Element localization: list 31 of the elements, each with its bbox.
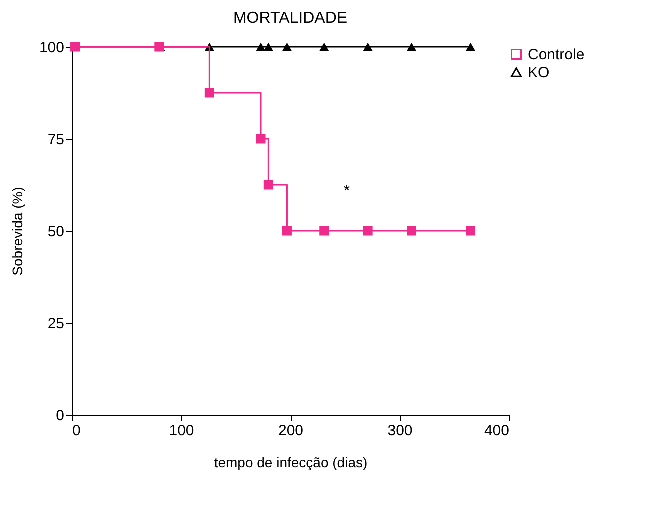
y-tick-label: 25: [48, 316, 64, 332]
x-tick-label: 300: [388, 422, 413, 440]
point: [466, 42, 476, 52]
x-tick-label: 0: [72, 422, 81, 440]
x-tick-label: 200: [278, 422, 304, 440]
chart-title: MORTALIDADE: [233, 10, 348, 27]
x-tick-label: 100: [169, 422, 194, 440]
y-tick-label: 0: [56, 408, 64, 424]
x-tick-label: 400: [484, 422, 510, 440]
y-tick-label: 50: [48, 224, 64, 240]
x-axis-title: tempo de infecção (dias): [214, 454, 368, 470]
point: [466, 226, 476, 236]
point: [363, 42, 373, 52]
legend-label: KO: [528, 64, 550, 82]
point: [264, 42, 274, 52]
point: [264, 180, 274, 190]
point: [320, 226, 330, 236]
point: [256, 134, 266, 144]
y-axis-title: Sobrevida (%): [9, 187, 26, 276]
y-tick-label: 75: [48, 132, 64, 148]
point: [282, 226, 292, 236]
y-tick-label: 100: [39, 40, 64, 56]
point: [320, 42, 330, 52]
annotation: *: [344, 183, 350, 200]
legend-label: Controle: [528, 46, 585, 64]
point: [256, 42, 266, 52]
point: [282, 42, 292, 52]
point: [407, 226, 417, 236]
point: [363, 226, 373, 236]
point: [204, 88, 214, 98]
point: [407, 42, 417, 52]
